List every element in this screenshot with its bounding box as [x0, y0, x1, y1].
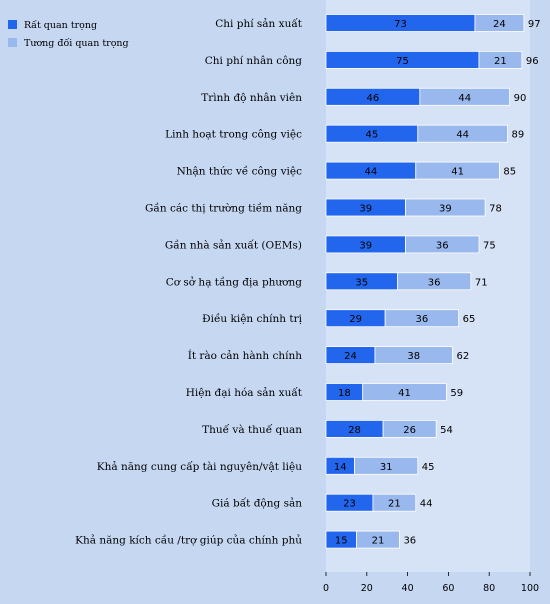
total-label: 36	[403, 536, 416, 547]
category-label: Linh hoạt trong công việc	[165, 129, 302, 141]
bar-fairly-important	[478, 51, 523, 69]
x-tick-label: 20	[361, 583, 373, 594]
legend-swatch-very-important	[8, 20, 17, 29]
total-label: 96	[526, 56, 539, 67]
total-label: 89	[512, 130, 525, 141]
data-label: 18	[338, 388, 351, 399]
data-label: 36	[428, 277, 441, 288]
data-label: 45	[366, 130, 379, 141]
legend-label: Rất quan trọng	[24, 20, 97, 31]
data-label: 41	[451, 167, 464, 178]
data-label: 21	[372, 536, 385, 547]
category-label: Khả năng kích cầu /trợ giúp của chính ph…	[75, 534, 302, 547]
category-label: Ít rào cản hành chính	[188, 348, 303, 362]
data-label: 21	[494, 56, 507, 67]
data-label: 46	[367, 93, 380, 104]
total-label: 75	[483, 240, 496, 251]
data-label: 24	[344, 351, 357, 362]
bar-fairly-important	[356, 530, 400, 549]
data-label: 39	[439, 204, 452, 215]
bar-fairly-important	[474, 14, 525, 32]
data-label: 26	[403, 425, 416, 436]
category-label: Hiện đại hóa sản xuất	[186, 386, 303, 399]
data-label: 44	[365, 167, 378, 178]
x-tick-label: 0	[323, 583, 329, 594]
bar-fairly-important	[382, 419, 437, 438]
data-label: 75	[396, 56, 409, 67]
total-label: 45	[422, 462, 435, 473]
x-tick-label: 40	[402, 583, 414, 594]
data-label: 24	[493, 19, 506, 30]
category-label: Gần các thị trường tiềm năng	[145, 202, 302, 215]
bar-fairly-important	[415, 161, 500, 180]
total-label: 59	[450, 388, 463, 399]
bar-fairly-important	[417, 124, 508, 143]
total-label: 97	[528, 19, 541, 30]
data-label: 41	[398, 388, 411, 399]
category-label: Trình độ nhân viên	[201, 92, 302, 104]
total-label: 62	[456, 351, 469, 362]
data-label: 23	[343, 499, 356, 510]
data-label: 31	[380, 462, 393, 473]
total-label: 65	[463, 314, 476, 325]
data-label: 21	[388, 499, 401, 510]
data-label: 39	[359, 240, 372, 251]
x-tick-label: 100	[521, 583, 539, 594]
category-label: Cơ sở hạ tầng địa phương	[166, 275, 303, 288]
data-label: 39	[359, 204, 372, 215]
data-label: 14	[334, 462, 347, 473]
bar-fairly-important	[419, 87, 510, 106]
bar-fairly-important	[354, 456, 419, 475]
total-label: 54	[440, 425, 453, 436]
data-label: 73	[394, 19, 407, 30]
legend-swatch-fairly-important	[8, 38, 17, 47]
total-label: 90	[514, 93, 527, 104]
data-label: 29	[349, 314, 362, 325]
x-tick-label: 80	[483, 583, 495, 594]
category-label: Nhận thức về công việc	[177, 165, 303, 178]
category-label: Điều kiện chính trị	[202, 312, 303, 325]
total-label: 85	[503, 167, 516, 178]
bar-fairly-important	[405, 235, 480, 254]
data-label: 44	[458, 93, 471, 104]
data-label: 15	[335, 536, 348, 547]
data-label: 36	[436, 240, 449, 251]
x-tick-label: 60	[442, 583, 454, 594]
category-label: Chi phí sản xuất	[215, 17, 303, 30]
bar-fairly-important	[372, 493, 417, 512]
data-label: 38	[407, 351, 420, 362]
total-label: 44	[420, 499, 433, 510]
bar-fairly-important	[374, 346, 453, 365]
bar-fairly-important	[405, 198, 486, 217]
data-label: 44	[456, 130, 469, 141]
data-label: 35	[355, 277, 368, 288]
category-label: Thuế và thuế quan	[202, 423, 302, 436]
legend-label: Tương đối quan trọng	[24, 38, 129, 49]
bar-fairly-important	[384, 309, 460, 328]
bar-fairly-important	[396, 272, 472, 291]
data-label: 28	[348, 425, 361, 436]
bar-fairly-important	[362, 383, 447, 401]
data-label: 36	[416, 314, 429, 325]
category-label: Gần nhà sản xuất (OEMs)	[165, 238, 302, 251]
category-label: Giá bất động sản	[212, 497, 303, 510]
category-label: Khả năng cung cấp tài nguyên/vật liệu	[97, 460, 302, 473]
total-label: 71	[475, 277, 488, 288]
total-label: 78	[489, 204, 502, 215]
category-label: Chi phí nhân công	[205, 55, 303, 67]
